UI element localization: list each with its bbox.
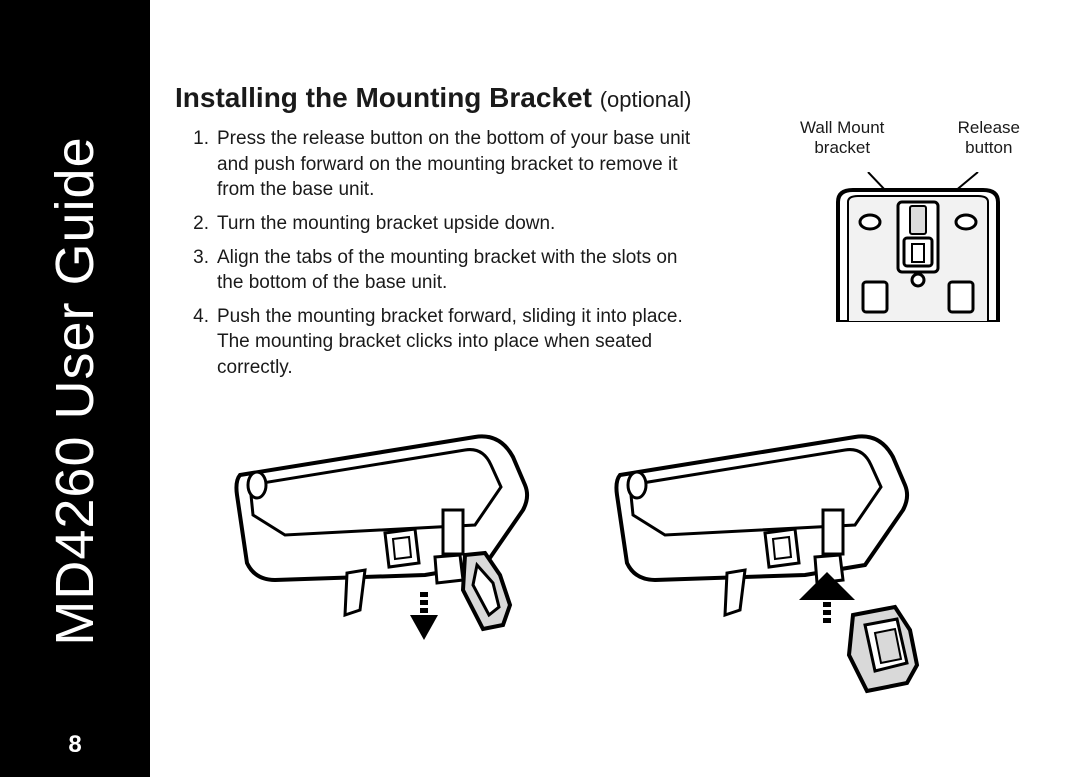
step-item: Push the mounting bracket forward, slidi…: [175, 304, 705, 381]
diagram-insert-bracket: [605, 415, 935, 700]
page: MD4260 User Guide 8 Installing the Mount…: [0, 0, 1080, 777]
arrow-up-icon: [799, 572, 855, 623]
step-item: Turn the mounting bracket upside down.: [175, 211, 705, 237]
step-item: Align the tabs of the mounting bracket w…: [175, 245, 705, 296]
callout-label: button: [958, 138, 1020, 158]
base-unit-top-icon: [818, 172, 1018, 322]
callout-release-button: Release button: [958, 118, 1020, 159]
top-diagram: [818, 172, 1018, 322]
heading-title: Installing the Mounting Bracket: [175, 82, 592, 113]
device-side-icon: [605, 415, 935, 695]
page-number: 8: [0, 731, 150, 759]
callout-label: Release: [958, 118, 1020, 138]
callout-wall-mount: Wall Mount bracket: [800, 118, 884, 159]
callout-label: Wall Mount: [800, 118, 884, 138]
callout-label: bracket: [800, 138, 884, 158]
bracket-piece-icon: [849, 607, 917, 691]
figure-callouts: Wall Mount bracket Release button: [800, 118, 1020, 159]
section-heading: Installing the Mounting Bracket (optiona…: [175, 82, 1050, 114]
diagram-remove-bracket: [225, 415, 555, 650]
spine-title: MD4260 User Guide: [44, 16, 106, 766]
heading-optional: (optional): [600, 87, 692, 112]
spine: MD4260 User Guide 8: [0, 0, 150, 777]
device-side-icon: [225, 415, 555, 645]
arrow-down-icon: [410, 592, 438, 640]
steps-list: Press the release button on the bottom o…: [175, 126, 705, 381]
step-item: Press the release button on the bottom o…: [175, 126, 705, 203]
